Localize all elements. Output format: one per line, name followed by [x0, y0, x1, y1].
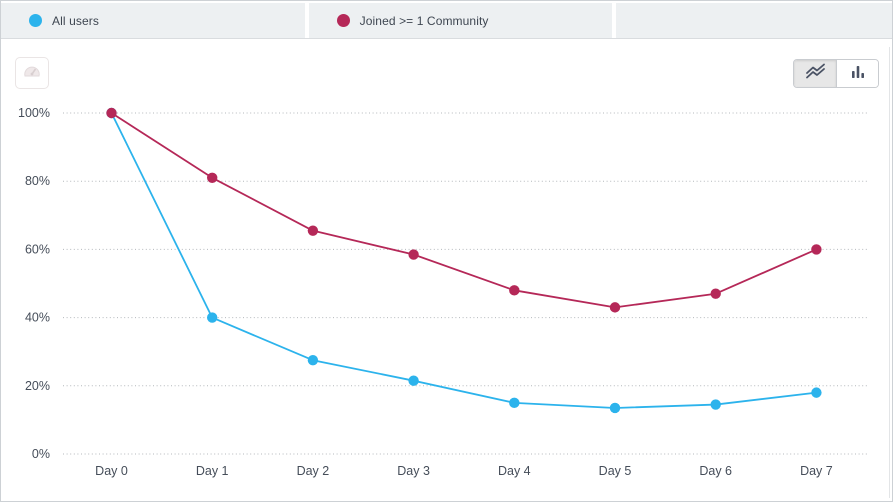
bar-view-button[interactable]	[836, 60, 878, 87]
y-tick-label: 40%	[25, 311, 50, 325]
legend-tab-label: All users	[52, 13, 99, 28]
x-tick-label: Day 2	[297, 464, 330, 478]
x-tick-label: Day 4	[498, 464, 531, 478]
data-point[interactable]	[609, 302, 621, 313]
legend-tab-empty	[616, 3, 892, 38]
legend-tab-joined-community[interactable]: Joined >= 1 Community	[308, 3, 613, 38]
joined-community-series-dot-icon	[336, 14, 350, 27]
data-point[interactable]	[609, 402, 621, 414]
data-point[interactable]	[106, 107, 117, 119]
x-tick-label: Day 6	[699, 464, 732, 478]
data-point[interactable]	[811, 387, 822, 398]
data-point[interactable]	[207, 172, 218, 183]
y-tick-label: 20%	[25, 379, 50, 393]
x-tick-label: Day 3	[397, 464, 430, 478]
data-point[interactable]	[710, 399, 721, 410]
dashboard-gauge-button[interactable]	[15, 57, 49, 89]
data-point[interactable]	[408, 375, 419, 386]
series-line-all-users	[110, 112, 818, 409]
legend-tab-label: Joined >= 1 Community	[359, 13, 489, 28]
bar-chart-icon	[848, 62, 868, 85]
y-tick-label: 0%	[32, 447, 50, 461]
series-line-joined-1-community	[110, 112, 818, 309]
chart-type-toggle	[793, 59, 879, 88]
data-point[interactable]	[710, 288, 721, 299]
x-tick-label: Day 0	[95, 464, 128, 478]
all-users-series-dot-icon	[29, 14, 42, 27]
line-view-button[interactable]	[794, 60, 836, 87]
x-tick-label: Day 7	[800, 464, 833, 478]
legend-tab-all-users[interactable]: All users	[1, 3, 305, 38]
x-tick-label: Day 5	[599, 464, 632, 478]
data-point[interactable]	[509, 397, 520, 409]
data-point[interactable]	[207, 312, 218, 323]
legend-tab-row: All users Joined >= 1 Community	[1, 1, 892, 39]
data-point[interactable]	[811, 244, 822, 255]
data-point[interactable]	[307, 355, 319, 366]
data-point[interactable]	[307, 225, 319, 236]
x-tick-label: Day 1	[196, 464, 229, 478]
gauge-icon	[23, 63, 41, 83]
data-point[interactable]	[408, 249, 419, 260]
data-point[interactable]	[509, 285, 520, 296]
line-chart-icon	[803, 62, 827, 85]
y-tick-label: 60%	[25, 242, 50, 256]
y-tick-label: 80%	[25, 174, 50, 188]
y-tick-label: 100%	[18, 106, 50, 120]
